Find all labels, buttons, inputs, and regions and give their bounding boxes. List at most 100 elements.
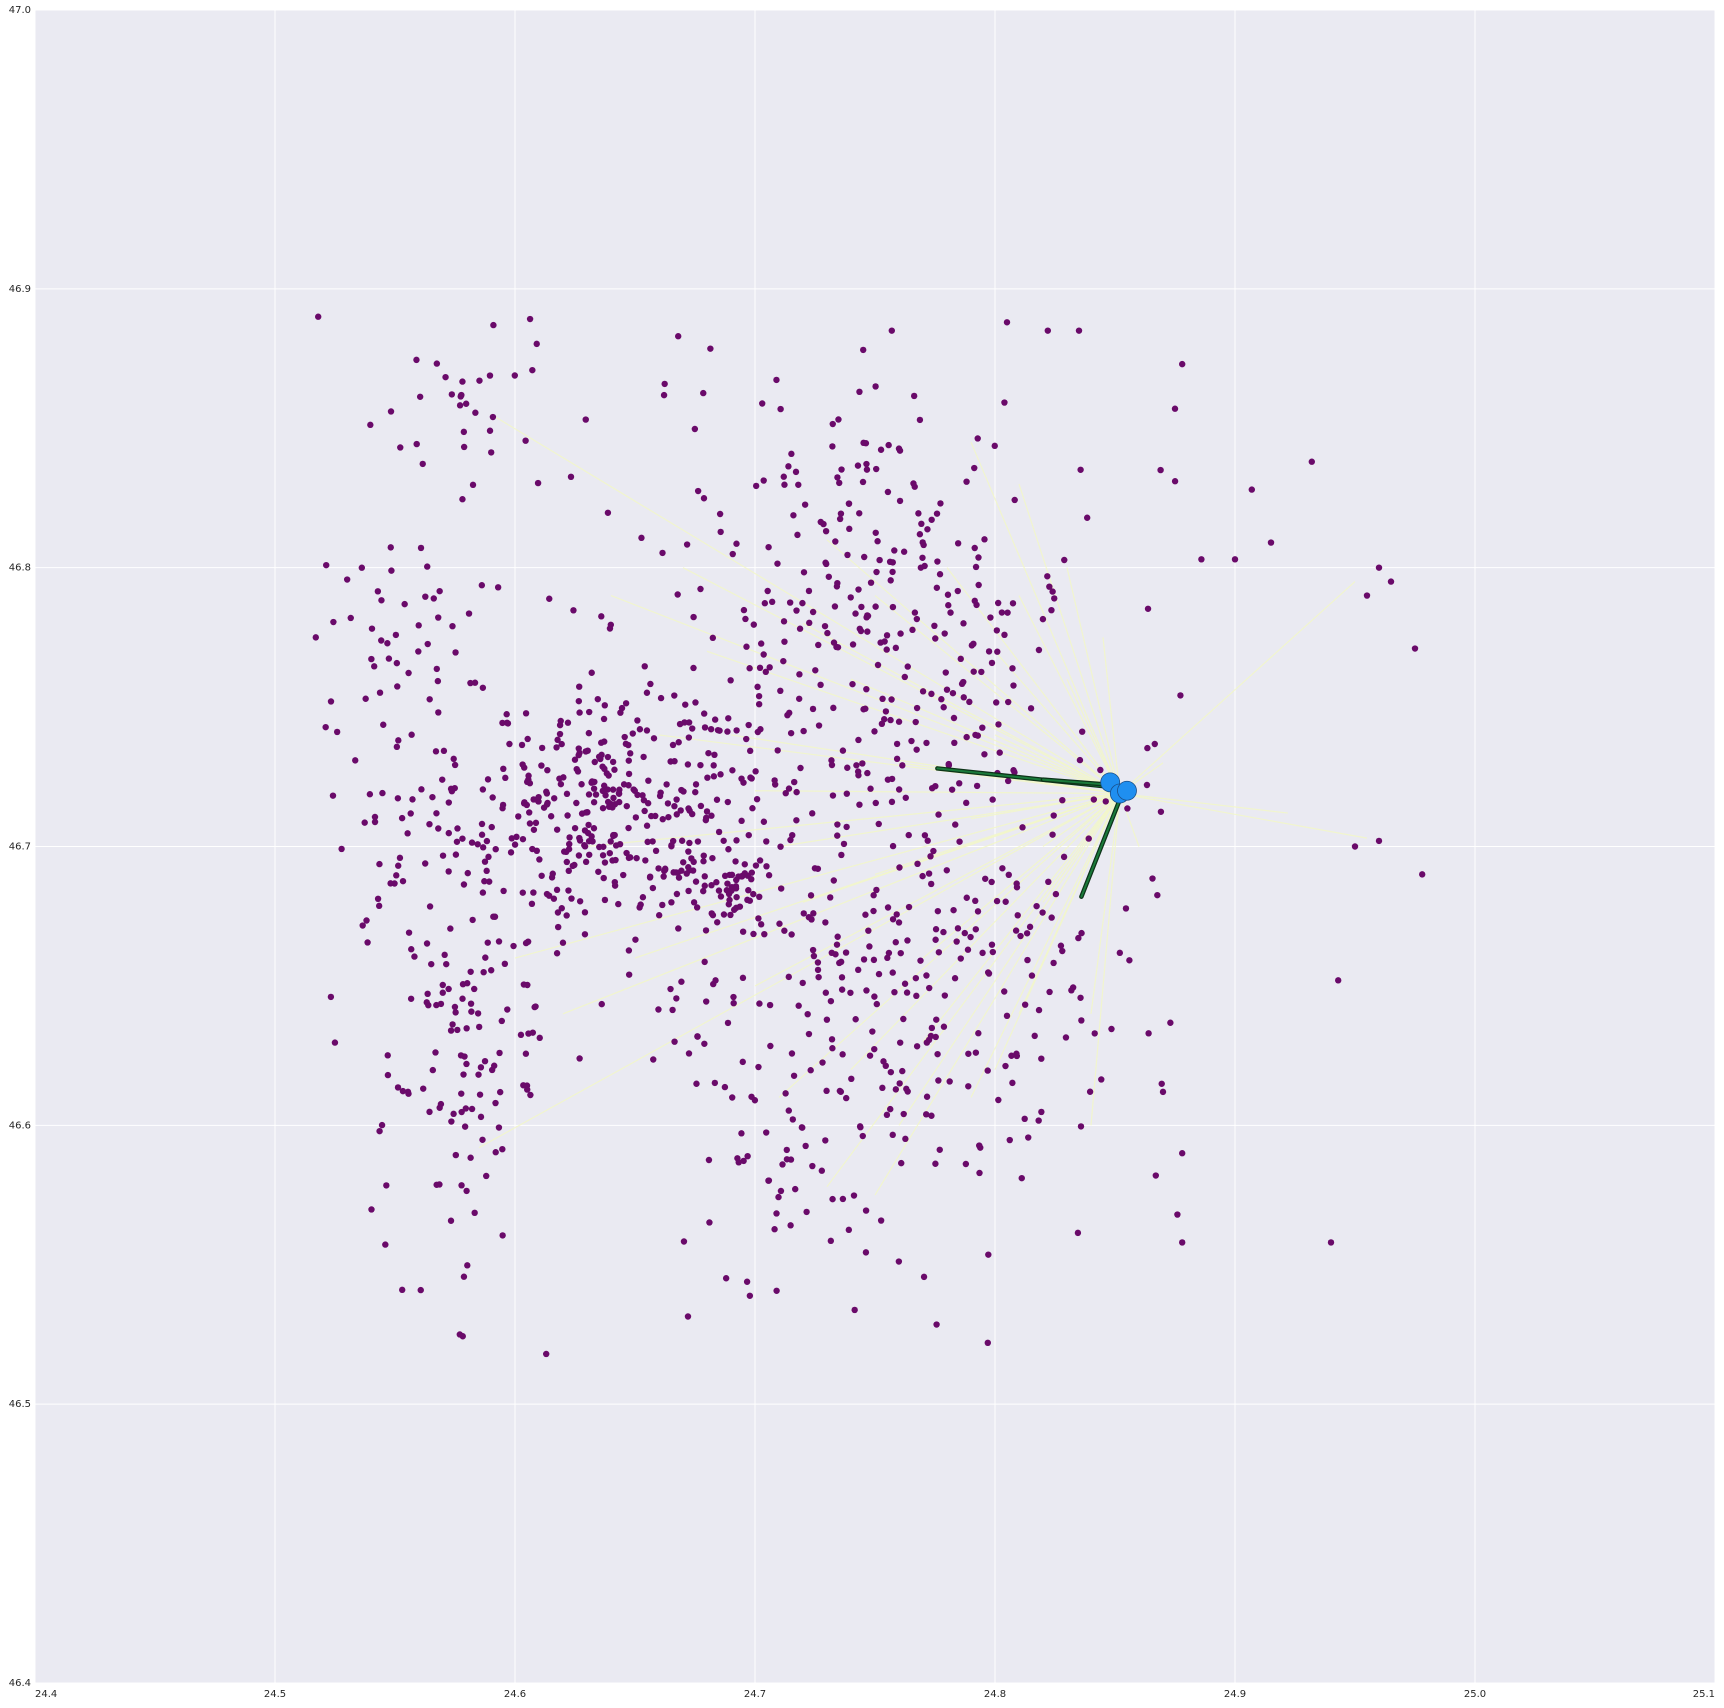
data-point <box>435 709 442 716</box>
data-point <box>571 861 578 869</box>
data-point <box>655 1006 662 1013</box>
data-point <box>570 607 577 614</box>
data-point <box>1097 766 1104 774</box>
data-point <box>553 886 561 894</box>
data-point <box>745 721 752 729</box>
data-point <box>840 840 848 848</box>
data-point <box>807 1067 814 1074</box>
data-point <box>685 887 692 895</box>
data-point <box>415 622 422 629</box>
data-point <box>832 951 839 958</box>
data-point <box>655 912 663 919</box>
data-point <box>733 540 740 547</box>
data-point <box>850 1192 858 1199</box>
data-point <box>889 916 897 923</box>
data-point <box>814 959 822 966</box>
data-point <box>1171 478 1179 485</box>
data-point <box>500 765 507 773</box>
data-point <box>532 819 540 827</box>
data-point <box>393 743 401 751</box>
data-point <box>799 979 806 987</box>
y-tick-label: 47.0 <box>9 5 31 16</box>
data-point <box>500 887 507 895</box>
data-point <box>827 1237 835 1245</box>
data-point <box>333 728 341 736</box>
data-point <box>1039 909 1046 916</box>
data-point <box>755 700 763 708</box>
data-point <box>678 867 685 874</box>
data-point <box>847 989 854 996</box>
data-point <box>1025 1134 1032 1141</box>
data-point <box>599 852 607 859</box>
data-point <box>409 796 416 803</box>
data-point <box>449 622 456 630</box>
data-point <box>524 1086 531 1093</box>
data-point <box>1017 932 1024 940</box>
data-point <box>844 551 851 559</box>
data-point <box>522 437 529 444</box>
data-point <box>553 744 560 751</box>
data-point <box>685 734 693 741</box>
data-point <box>822 559 829 566</box>
data-point <box>638 534 645 542</box>
x-tick-label: 24.4 <box>35 1689 57 1700</box>
data-point <box>985 970 993 977</box>
data-point <box>393 659 401 667</box>
data-point <box>800 727 807 735</box>
data-point <box>780 473 787 480</box>
data-point <box>814 966 822 974</box>
data-point <box>550 895 558 902</box>
data-point <box>474 1010 482 1017</box>
data-point <box>935 1077 942 1084</box>
data-point <box>859 760 866 767</box>
data-point <box>472 409 479 416</box>
data-point <box>711 716 719 723</box>
data-point <box>963 894 970 901</box>
data-point <box>660 873 667 880</box>
data-point <box>724 728 731 735</box>
data-point <box>504 1006 511 1013</box>
data-point <box>423 940 431 947</box>
data-point <box>551 795 558 802</box>
data-point <box>993 627 1001 634</box>
data-point <box>843 790 851 797</box>
data-point <box>374 895 382 903</box>
weak-link-7 <box>1102 637 1121 794</box>
data-point <box>558 740 565 748</box>
data-point <box>884 488 892 496</box>
data-point <box>540 804 548 811</box>
data-point <box>709 634 717 642</box>
data-point <box>776 920 783 927</box>
data-point <box>933 584 941 591</box>
data-point <box>746 1292 754 1299</box>
data-point <box>694 1033 701 1040</box>
data-point <box>867 785 874 792</box>
data-point <box>918 520 925 528</box>
data-point <box>970 640 977 648</box>
data-point <box>609 758 617 766</box>
data-point <box>913 992 920 1000</box>
data-point <box>347 614 354 622</box>
data-point <box>975 554 982 561</box>
data-point <box>499 719 506 727</box>
data-point <box>1002 898 1009 905</box>
strong-links <box>935 766 1125 899</box>
data-point <box>988 941 996 948</box>
data-point <box>822 1137 829 1144</box>
data-point <box>971 544 978 552</box>
weak-link-24 <box>1042 793 1121 903</box>
data-point <box>864 769 871 777</box>
data-point <box>743 643 750 650</box>
data-point <box>581 931 589 938</box>
data-point <box>809 608 817 616</box>
data-point <box>517 1031 525 1039</box>
data-point <box>974 732 982 739</box>
data-point <box>933 1321 940 1328</box>
data-point <box>830 704 837 712</box>
data-point <box>469 916 476 924</box>
data-point <box>760 651 767 658</box>
data-point <box>590 785 598 792</box>
data-point <box>507 849 515 856</box>
data-point <box>801 501 809 508</box>
